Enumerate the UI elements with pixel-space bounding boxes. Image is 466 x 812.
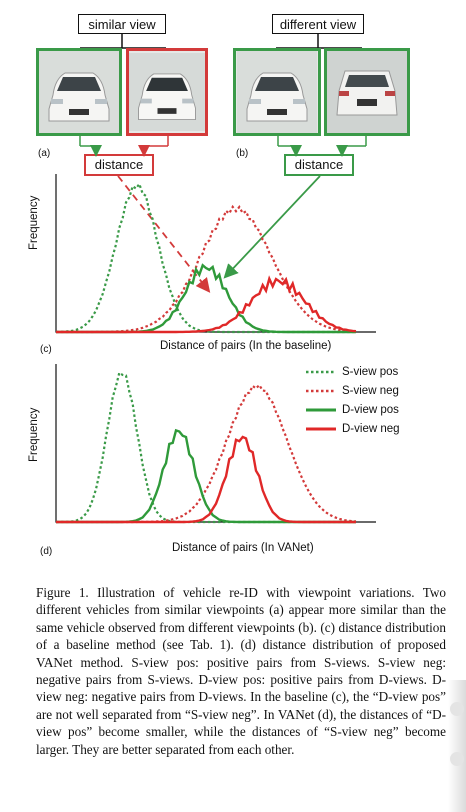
legend-label: S-view neg: [342, 384, 399, 397]
panel-label-a: (a): [38, 148, 51, 159]
legend-item: S-view neg: [306, 381, 400, 400]
chart-d-panel: (d): [40, 546, 53, 557]
chart-legend: S-view pos S-view neg D-view pos D-view neg: [306, 362, 400, 438]
chart-baseline: [55, 174, 376, 334]
chart-c-ylabel: Frequency: [28, 195, 40, 250]
chart-d-xlabel: Distance of pairs (In VANet): [172, 542, 314, 554]
different-view-label: different view: [272, 14, 364, 34]
side-shadow: [448, 680, 466, 812]
car-image-a2: [126, 48, 208, 136]
legend-item: D-view pos: [306, 400, 400, 419]
chart-vanet: [55, 364, 376, 524]
car-rear-icon: [327, 51, 407, 133]
scroll-dot[interactable]: [450, 752, 464, 766]
car-front-icon: [237, 51, 317, 133]
legend-swatch: [306, 408, 336, 411]
series-s-view-neg: [56, 204, 357, 334]
axes: [55, 174, 376, 333]
car-front-icon: [39, 51, 119, 133]
car-front-icon: [129, 53, 205, 131]
panel-label-b: (b): [236, 148, 249, 159]
figure-caption: Figure 1. Illustration of vehicle re-ID …: [36, 585, 446, 757]
legend-item: S-view pos: [306, 362, 400, 381]
distance-box-different: distance: [284, 154, 354, 176]
scroll-dot[interactable]: [450, 702, 464, 716]
series-s-view-pos: [56, 371, 356, 524]
car-image-a1: [36, 48, 122, 136]
series-d-view-neg: [56, 435, 356, 524]
legend-swatch: [306, 427, 336, 430]
similar-view-label: similar view: [78, 14, 166, 34]
chart-c-panel: (c): [40, 344, 52, 355]
series-d-view-neg: [56, 275, 357, 334]
chart-c-xlabel: Distance of pairs (In the baseline): [160, 340, 332, 352]
chart-d-ylabel: Frequency: [28, 407, 40, 462]
legend-swatch: [306, 370, 336, 373]
legend-item: D-view neg: [306, 419, 400, 438]
legend-label: D-view pos: [342, 403, 399, 416]
legend-label: S-view pos: [342, 365, 399, 378]
legend-label: D-view neg: [342, 422, 400, 435]
car-image-b1: [233, 48, 321, 136]
series-d-view-pos: [56, 428, 356, 524]
distance-box-similar: distance: [84, 154, 154, 176]
car-image-b2: [324, 48, 410, 136]
legend-swatch: [306, 389, 336, 392]
